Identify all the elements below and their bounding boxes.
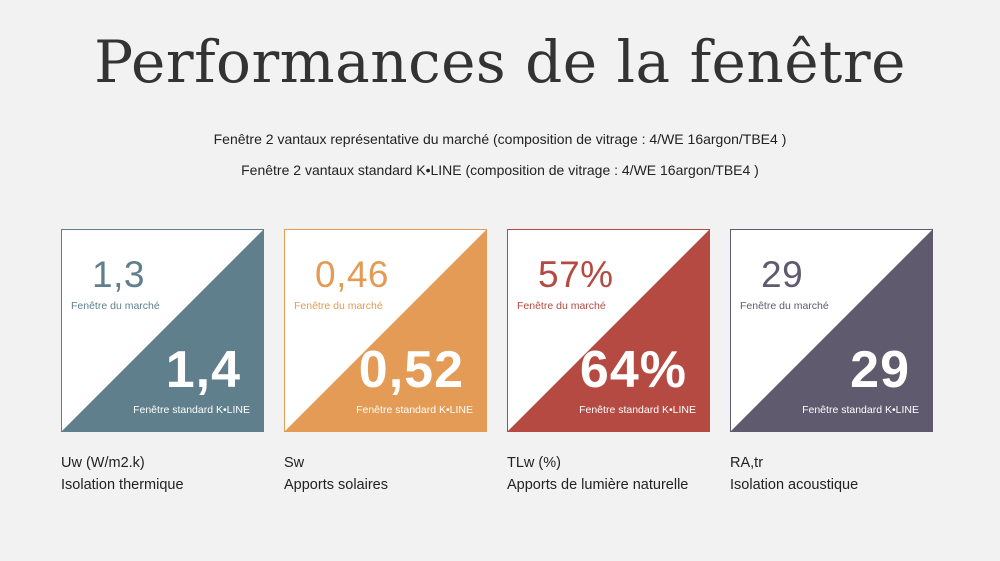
caption-thermal: Uw (W/m2.k) Isolation thermique [61, 452, 291, 496]
card-diagonal-shape [285, 230, 486, 431]
caption-solar: Sw Apports solaires [284, 452, 514, 496]
market-label: Fenêtre du marché [294, 300, 383, 312]
kline-label: Fenêtre standard K•LINE [133, 404, 250, 416]
market-label: Fenêtre du marché [71, 300, 160, 312]
caption-metric: Sw [284, 455, 305, 471]
caption-metric: TLw (%) [507, 455, 561, 471]
card-solar: 0,46 Fenêtre du marché 0,52 Fenêtre stan… [284, 229, 487, 432]
card-diagonal-shape [731, 230, 932, 431]
page-title: Performances de la fenêtre [94, 28, 906, 96]
card-diagonal-shape [62, 230, 263, 431]
kline-label: Fenêtre standard K•LINE [579, 404, 696, 416]
market-value: 57% [538, 254, 614, 295]
caption-description: Isolation acoustique [730, 477, 859, 493]
subtitle-market: Fenêtre 2 vantaux représentative du marc… [213, 131, 787, 147]
caption-description: Isolation thermique [61, 477, 184, 493]
caption-acoustic: RA,tr Isolation acoustique [730, 452, 960, 496]
kline-value: 64% [579, 341, 687, 399]
market-value: 0,46 [315, 254, 390, 295]
kline-value: 29 [850, 341, 910, 399]
caption-metric: RA,tr [730, 455, 764, 471]
card-light: 57% Fenêtre du marché 64% Fenêtre standa… [507, 229, 710, 432]
kline-label: Fenêtre standard K•LINE [356, 404, 473, 416]
market-label: Fenêtre du marché [517, 300, 606, 312]
market-value: 29 [761, 254, 804, 295]
card-acoustic: 29 Fenêtre du marché 29 Fenêtre standard… [730, 229, 933, 432]
caption-metric: Uw (W/m2.k) [61, 455, 145, 471]
caption-description: Apports solaires [284, 477, 388, 493]
subtitle-kline: Fenêtre 2 vantaux standard K•LINE (compo… [241, 162, 759, 178]
card-thermal: 1,3 Fenêtre du marché 1,4 Fenêtre standa… [61, 229, 264, 432]
kline-label: Fenêtre standard K•LINE [802, 404, 919, 416]
market-value: 1,3 [92, 254, 145, 295]
card-diagonal-shape [508, 230, 709, 431]
caption-light: TLw (%) Apports de lumière naturelle [507, 452, 737, 496]
kline-value: 1,4 [165, 341, 241, 399]
caption-description: Apports de lumière naturelle [507, 477, 689, 493]
market-label: Fenêtre du marché [740, 300, 829, 312]
kline-value: 0,52 [358, 341, 464, 399]
